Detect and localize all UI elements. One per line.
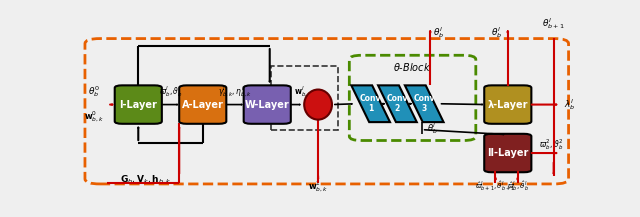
FancyBboxPatch shape — [179, 85, 227, 124]
Text: $\theta_b^0$: $\theta_b^0$ — [88, 84, 100, 99]
FancyBboxPatch shape — [484, 134, 531, 172]
Text: Conv
2: Conv 2 — [387, 94, 408, 113]
Text: $\hat{\varpi}_{b+1}^l, \hat{\vartheta}_{b+1}^l$: $\hat{\varpi}_{b+1}^l, \hat{\vartheta}_{… — [476, 180, 515, 193]
Text: A-Layer: A-Layer — [182, 100, 224, 110]
FancyBboxPatch shape — [484, 85, 531, 124]
Text: Inθ: Inθ — [310, 100, 326, 109]
Text: λ-Layer: λ-Layer — [488, 100, 528, 110]
Bar — [271, 66, 338, 130]
Text: Conv
3: Conv 3 — [413, 94, 435, 113]
Polygon shape — [351, 85, 390, 122]
Text: $\mathbf{w}_{b,k}^0$: $\mathbf{w}_{b,k}^0$ — [84, 109, 104, 124]
Text: $\varpi_b^2, \vartheta_b^2$: $\varpi_b^2, \vartheta_b^2$ — [539, 137, 564, 152]
Text: $\theta_b^l$: $\theta_b^l$ — [427, 121, 437, 136]
Text: $\theta_{b+1}^l$: $\theta_{b+1}^l$ — [542, 16, 565, 31]
Text: $\theta_b^l$: $\theta_b^l$ — [491, 25, 502, 40]
Polygon shape — [405, 85, 444, 122]
Text: $\theta$-Block: $\theta$-Block — [394, 61, 431, 73]
Text: $\gamma_{b,k}^l, \eta_{b,k}^l$: $\gamma_{b,k}^l, \eta_{b,k}^l$ — [218, 85, 252, 99]
Text: $\mathbf{w}_{b,k}^1$: $\mathbf{w}_{b,k}^1$ — [308, 179, 328, 194]
Ellipse shape — [304, 90, 332, 120]
Text: W-Layer: W-Layer — [245, 100, 290, 110]
Text: $\lambda_b^l$: $\lambda_b^l$ — [564, 97, 575, 112]
FancyBboxPatch shape — [244, 85, 291, 124]
Text: $\mathbf{w}_{b,k}^l$: $\mathbf{w}_{b,k}^l$ — [294, 85, 312, 99]
FancyBboxPatch shape — [115, 85, 162, 124]
Text: $\mathbf{G}_b, \mathbf{V}_k, \mathbf{h}_{b,k}$: $\mathbf{G}_b, \mathbf{V}_k, \mathbf{h}_… — [120, 174, 172, 186]
Text: Conv
1: Conv 1 — [360, 94, 381, 113]
Text: $\theta_b^l$: $\theta_b^l$ — [433, 25, 444, 40]
Text: $\varpi_b^l, \vartheta_b^l$: $\varpi_b^l, \vartheta_b^l$ — [159, 85, 182, 99]
Polygon shape — [378, 85, 417, 122]
Text: $\hat{\varpi}_b^l, \hat{\vartheta}_b^l$: $\hat{\varpi}_b^l, \hat{\vartheta}_b^l$ — [507, 180, 529, 193]
Text: II-Layer: II-Layer — [487, 148, 529, 158]
Text: I-Layer: I-Layer — [119, 100, 157, 110]
